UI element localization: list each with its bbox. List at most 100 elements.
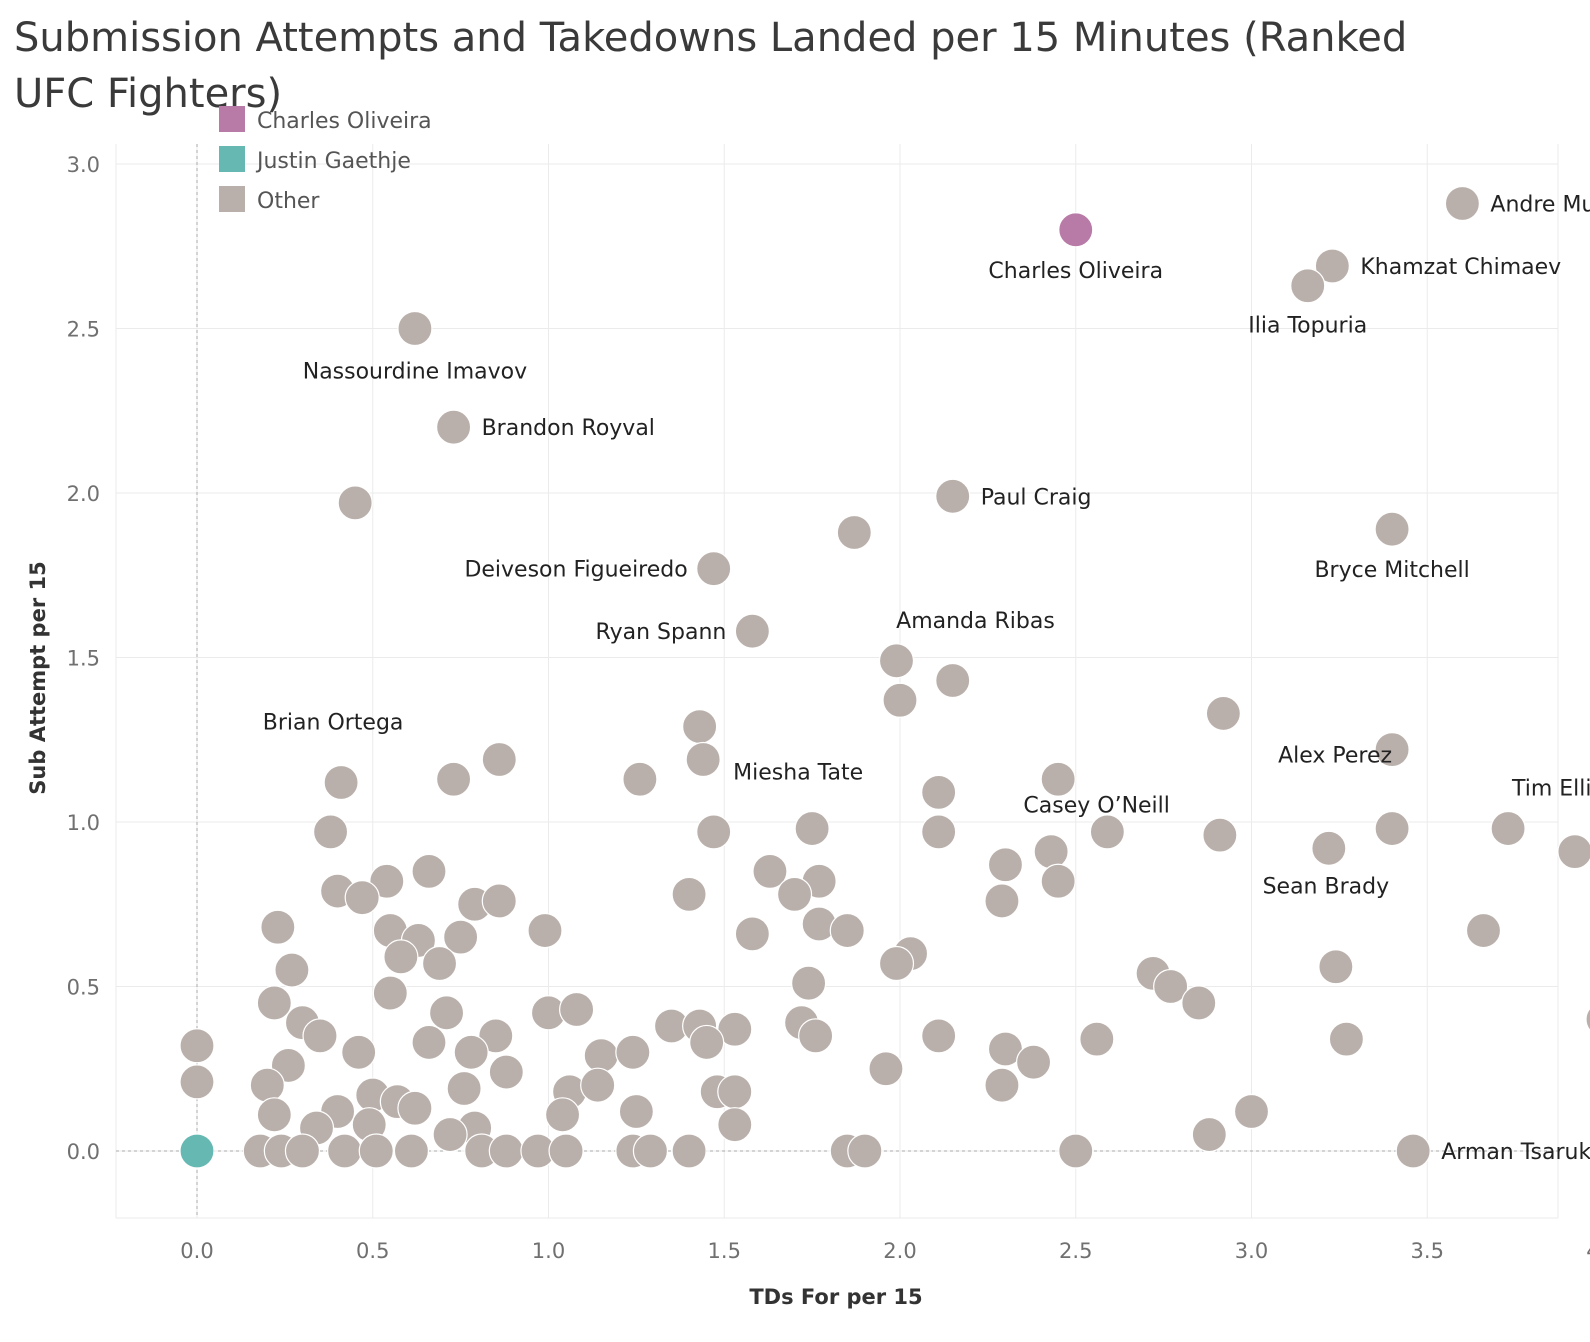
data-point <box>847 1133 883 1169</box>
y-tick-label: 0.5 <box>67 976 100 1000</box>
data-point <box>829 912 865 949</box>
point-label: Deiveson Figueiredo <box>464 558 687 583</box>
data-point <box>302 1018 338 1054</box>
data-point <box>527 912 563 949</box>
legend-label: Charles Oliveira <box>257 109 432 134</box>
legend-swatch <box>219 146 245 172</box>
data-point <box>284 1133 321 1169</box>
y-tick-label: 3.0 <box>67 153 100 177</box>
legend: Charles Oliveira Justin Gaethje Other <box>219 106 432 214</box>
data-point <box>358 1133 394 1169</box>
data-point <box>411 853 447 889</box>
data-point <box>1040 761 1076 797</box>
data-point <box>622 761 658 797</box>
point-label: Amanda Ribas <box>896 609 1055 634</box>
data-point <box>179 1064 215 1100</box>
data-point <box>921 774 957 810</box>
data-point <box>1444 185 1481 222</box>
data-point <box>921 1018 957 1054</box>
data-point <box>1318 949 1354 985</box>
data-point <box>632 1133 669 1169</box>
data-point <box>878 643 915 679</box>
data-point <box>323 764 359 801</box>
data-point <box>341 1034 377 1070</box>
data-point <box>249 1067 285 1103</box>
point-label: Ryan Spann <box>596 620 727 645</box>
data-point <box>256 1097 292 1133</box>
data-point <box>1033 834 1069 870</box>
data-point <box>428 995 465 1031</box>
data-point <box>481 883 517 919</box>
data-point <box>1058 212 1094 248</box>
data-point <box>734 916 770 952</box>
data-point <box>1202 817 1238 853</box>
data-point <box>443 919 479 955</box>
data-point <box>868 1051 904 1087</box>
data-point <box>397 1090 433 1126</box>
data-point <box>260 909 296 945</box>
data-point <box>383 939 419 975</box>
data-point <box>411 1024 447 1061</box>
data-point <box>987 847 1024 883</box>
data-point <box>984 1067 1020 1103</box>
chart-title: Submission Attempts and Takedowns Landed… <box>14 15 1408 117</box>
x-tick-label: 0.5 <box>356 1239 389 1263</box>
data-point <box>1191 1116 1227 1153</box>
data-point <box>337 485 373 521</box>
point-label: Paul Craig <box>981 485 1092 510</box>
y-tick-label: 0.0 <box>67 1140 100 1164</box>
data-point <box>685 741 721 778</box>
data-point <box>179 1133 215 1169</box>
legend-label: Justin Gaethje <box>255 149 411 174</box>
data-point <box>1490 810 1526 847</box>
point-label: Miesha Tate <box>733 760 863 785</box>
data-point <box>393 1133 430 1169</box>
data-point <box>671 876 707 912</box>
y-tick-label: 2.0 <box>67 482 100 506</box>
data-point <box>432 1116 468 1153</box>
data-point <box>435 409 472 445</box>
data-point <box>369 863 405 899</box>
data-point <box>689 1024 725 1061</box>
data-point <box>1233 1093 1270 1130</box>
data-point <box>984 883 1020 919</box>
data-point <box>1314 248 1350 284</box>
data-point <box>559 991 595 1028</box>
data-point <box>1374 810 1410 847</box>
data-point <box>836 514 872 551</box>
data-point <box>618 1093 654 1130</box>
data-point <box>1153 968 1189 1005</box>
data-point <box>1058 1133 1094 1169</box>
data-point <box>615 1034 651 1070</box>
data-point <box>671 1133 707 1169</box>
point-labels: Charles Oliveira Andre Muniz Khamzat Chima… <box>263 192 1590 1165</box>
x-tick-label: 2.0 <box>883 1239 916 1263</box>
data-point <box>717 1074 753 1110</box>
point-label: Tim Elliott <box>1511 777 1590 802</box>
point-label: Bryce Mitchell <box>1314 558 1469 583</box>
data-point <box>1040 863 1076 899</box>
data-point <box>478 1018 514 1054</box>
data-point <box>421 945 458 982</box>
point-label: Alex Perez <box>1278 744 1392 769</box>
gridlines <box>115 144 1559 1219</box>
data-point <box>372 975 408 1011</box>
x-tick-label: 2.5 <box>1059 1239 1092 1263</box>
legend-label: Other <box>257 189 320 214</box>
data-point <box>682 708 718 745</box>
data-point <box>1205 695 1241 732</box>
data-point <box>798 1018 834 1054</box>
data-point <box>696 551 732 587</box>
data-point <box>791 965 827 1001</box>
data-point <box>580 1067 616 1103</box>
data-point <box>1290 268 1326 304</box>
point-label: Brandon Royval <box>482 416 655 441</box>
data-point <box>935 662 971 699</box>
data-point <box>1374 511 1410 547</box>
x-axis-title: TDs For per 15 <box>749 1285 922 1309</box>
point-label: Ilia Topuria <box>1248 314 1367 339</box>
data-point <box>488 1054 524 1090</box>
data-point <box>734 613 770 649</box>
point-label: Sean Brady <box>1263 874 1390 899</box>
